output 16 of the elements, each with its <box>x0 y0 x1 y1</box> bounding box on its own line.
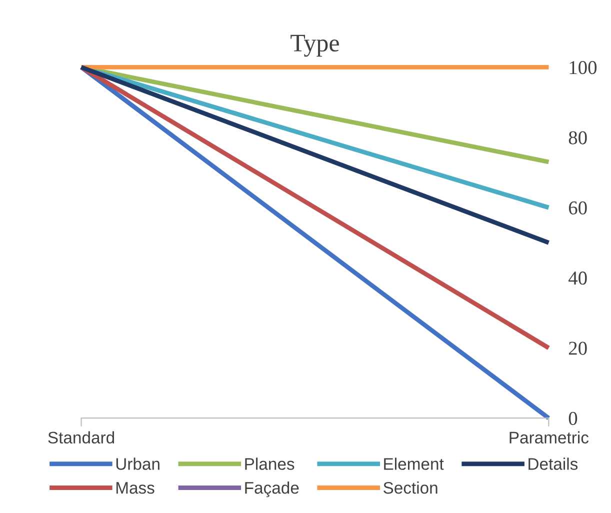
x-tick-label: Standard <box>48 431 114 444</box>
chart-title: Type <box>290 34 339 57</box>
y-tick-label: 100 <box>570 61 597 74</box>
legend-label: Details <box>528 458 578 470</box>
legend-label: Section <box>384 482 438 494</box>
legend-label: Urban <box>116 458 160 470</box>
y-tick-label: 0 <box>568 412 578 426</box>
legend-label: Planes <box>245 458 294 470</box>
y-tick-label: 60 <box>568 201 587 214</box>
legend-label: Element <box>384 458 444 470</box>
legend-label: Mass <box>116 482 154 494</box>
y-tick-label: 80 <box>568 131 587 144</box>
x-tick-label: Parametric <box>510 431 589 444</box>
y-tick-label: 40 <box>568 272 587 285</box>
y-tick-label: 20 <box>568 342 587 355</box>
legend-label: Façade <box>245 482 299 498</box>
